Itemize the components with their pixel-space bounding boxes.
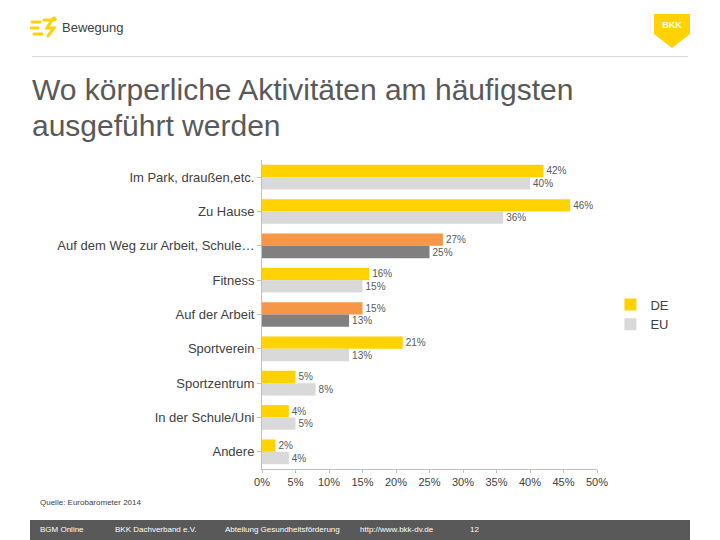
svg-text:40%: 40% bbox=[533, 178, 553, 189]
svg-text:In der Schule/Uni: In der Schule/Uni bbox=[155, 410, 255, 425]
html-text:Wo körperliche Aktivitäten am: Wo körperliche Aktivitäten am häufigsten… bbox=[32, 73, 574, 142]
html-text:12: 12 bbox=[470, 525, 479, 534]
svg-text:Im Park, draußen,etc.: Im Park, draußen,etc. bbox=[129, 170, 254, 185]
svg-text:Fitness: Fitness bbox=[212, 273, 254, 288]
svg-text:Andere: Andere bbox=[212, 444, 254, 459]
svg-text:16%: 16% bbox=[372, 268, 392, 279]
svg-text:5%: 5% bbox=[288, 476, 304, 488]
html-text:http://www.bkk-dv.de: http://www.bkk-dv.de bbox=[360, 525, 434, 534]
svg-text:27%: 27% bbox=[446, 234, 466, 245]
svg-text:42%: 42% bbox=[546, 165, 566, 176]
svg-text:46%: 46% bbox=[573, 200, 593, 211]
svg-text:Sportzentrum: Sportzentrum bbox=[176, 376, 254, 391]
svg-text:DE: DE bbox=[650, 298, 668, 313]
svg-text:Sportverein: Sportverein bbox=[188, 341, 254, 356]
svg-text:35%: 35% bbox=[485, 476, 507, 488]
svg-text:36%: 36% bbox=[506, 212, 526, 223]
svg-text:45%: 45% bbox=[552, 476, 574, 488]
svg-text:10%: 10% bbox=[318, 476, 340, 488]
html-text:Bewegung: Bewegung bbox=[62, 20, 124, 35]
svg-text:5%: 5% bbox=[299, 418, 314, 429]
html-text:BKK Dachverband e.V.: BKK Dachverband e.V. bbox=[115, 525, 197, 534]
svg-text:20%: 20% bbox=[385, 476, 407, 488]
svg-text:15%: 15% bbox=[351, 476, 373, 488]
svg-text:5%: 5% bbox=[299, 371, 314, 382]
svg-text:13%: 13% bbox=[352, 350, 372, 361]
svg-text:13%: 13% bbox=[352, 315, 372, 326]
svg-text:25%: 25% bbox=[433, 247, 453, 258]
html-text:BGM Online: BGM Online bbox=[40, 525, 84, 534]
svg-text:4%: 4% bbox=[292, 406, 307, 417]
svg-text:Auf dem Weg zur Arbeit, Schule: Auf dem Weg zur Arbeit, Schule… bbox=[57, 238, 254, 253]
svg-text:4%: 4% bbox=[292, 453, 307, 464]
svg-text:15%: 15% bbox=[366, 303, 386, 314]
svg-text:21%: 21% bbox=[406, 337, 426, 348]
svg-text:15%: 15% bbox=[366, 281, 386, 292]
svg-text:EU: EU bbox=[650, 317, 668, 332]
svg-text:40%: 40% bbox=[519, 476, 541, 488]
html-text:Quelle: Eurobarometer 2014: Quelle: Eurobarometer 2014 bbox=[40, 498, 141, 507]
svg-text:2%: 2% bbox=[278, 440, 293, 451]
svg-text:Auf der Arbeit: Auf der Arbeit bbox=[176, 307, 255, 322]
svg-text:25%: 25% bbox=[418, 476, 440, 488]
svg-text:8%: 8% bbox=[319, 384, 334, 395]
svg-text:Zu Hause: Zu Hause bbox=[198, 204, 254, 219]
svg-text:0%: 0% bbox=[254, 476, 270, 488]
svg-text:50%: 50% bbox=[586, 476, 608, 488]
html-text:Abteilung Gesundheitsförderung: Abteilung Gesundheitsförderung bbox=[225, 525, 340, 534]
html-text:BKK: BKK bbox=[662, 20, 682, 30]
svg-text:30%: 30% bbox=[452, 476, 474, 488]
